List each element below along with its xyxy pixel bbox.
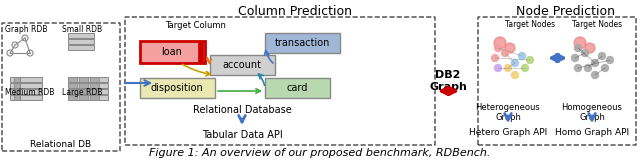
Text: card: card xyxy=(286,83,308,93)
Bar xyxy=(14,95,20,100)
Text: Homogeneous
Graph: Homogeneous Graph xyxy=(561,103,623,122)
Text: Relational DB: Relational DB xyxy=(31,140,92,149)
Bar xyxy=(10,89,42,94)
Text: Column Prediction: Column Prediction xyxy=(238,5,352,18)
Text: Small RDB: Small RDB xyxy=(62,25,102,34)
Circle shape xyxy=(522,65,529,72)
Circle shape xyxy=(585,43,595,53)
Bar xyxy=(68,77,108,82)
Circle shape xyxy=(495,44,502,52)
Circle shape xyxy=(494,37,506,49)
Text: Node Prediction: Node Prediction xyxy=(515,5,614,18)
Bar xyxy=(140,78,215,98)
Bar xyxy=(68,39,94,44)
Bar xyxy=(10,95,42,100)
Bar xyxy=(79,77,88,82)
Bar xyxy=(79,95,88,100)
Bar xyxy=(68,95,108,100)
Text: Target Nodes: Target Nodes xyxy=(572,20,622,29)
Bar xyxy=(79,89,88,94)
Bar xyxy=(14,89,20,94)
Circle shape xyxy=(575,44,582,52)
Circle shape xyxy=(582,50,589,57)
Circle shape xyxy=(495,65,502,72)
Bar xyxy=(14,77,20,82)
Circle shape xyxy=(505,43,515,53)
Bar xyxy=(68,89,108,94)
Circle shape xyxy=(602,65,609,72)
Circle shape xyxy=(591,59,598,67)
Bar xyxy=(14,83,20,88)
Circle shape xyxy=(598,52,605,59)
Circle shape xyxy=(572,54,579,61)
Text: Target Column: Target Column xyxy=(165,21,226,30)
Circle shape xyxy=(511,72,518,79)
Circle shape xyxy=(527,57,534,64)
Text: Tabular Data API: Tabular Data API xyxy=(202,130,282,140)
Circle shape xyxy=(574,37,586,49)
Bar xyxy=(90,89,99,94)
Text: Medium RDB: Medium RDB xyxy=(5,88,54,97)
Text: Relational Database: Relational Database xyxy=(193,105,291,115)
Bar xyxy=(68,89,77,94)
Bar xyxy=(140,41,205,63)
Bar xyxy=(68,95,77,100)
Text: DB2
Graph: DB2 Graph xyxy=(429,70,467,92)
Bar xyxy=(90,77,99,82)
Text: Target Nodes: Target Nodes xyxy=(505,20,555,29)
Bar xyxy=(265,78,330,98)
Bar xyxy=(68,83,108,88)
Bar xyxy=(90,95,99,100)
Text: Homo Graph API: Homo Graph API xyxy=(555,128,629,137)
Text: account: account xyxy=(223,60,262,70)
Bar xyxy=(10,83,42,88)
Bar xyxy=(210,55,275,75)
Circle shape xyxy=(504,65,511,72)
Bar xyxy=(68,83,77,88)
Text: transaction: transaction xyxy=(275,38,330,48)
Circle shape xyxy=(591,72,598,79)
Text: Heterogeneous
Graph: Heterogeneous Graph xyxy=(476,103,540,122)
Circle shape xyxy=(607,57,614,64)
Circle shape xyxy=(502,50,509,57)
Bar xyxy=(68,45,94,50)
Circle shape xyxy=(575,65,582,72)
Bar xyxy=(198,41,203,63)
Text: Hetero Graph API: Hetero Graph API xyxy=(469,128,547,137)
Circle shape xyxy=(511,59,518,67)
Bar xyxy=(90,83,99,88)
Bar xyxy=(68,33,94,38)
Bar xyxy=(68,77,77,82)
Circle shape xyxy=(492,54,499,61)
Bar xyxy=(79,83,88,88)
Circle shape xyxy=(518,52,525,59)
Circle shape xyxy=(584,65,591,72)
Text: Graph RDB: Graph RDB xyxy=(5,25,47,34)
Bar xyxy=(265,33,340,53)
Text: Figure 1: An overview of our proposed benchmark, RDBench.: Figure 1: An overview of our proposed be… xyxy=(149,148,491,158)
Text: loan: loan xyxy=(161,47,182,57)
Bar xyxy=(10,77,42,82)
Text: disposition: disposition xyxy=(150,83,204,93)
Text: Large RDB: Large RDB xyxy=(62,88,102,97)
